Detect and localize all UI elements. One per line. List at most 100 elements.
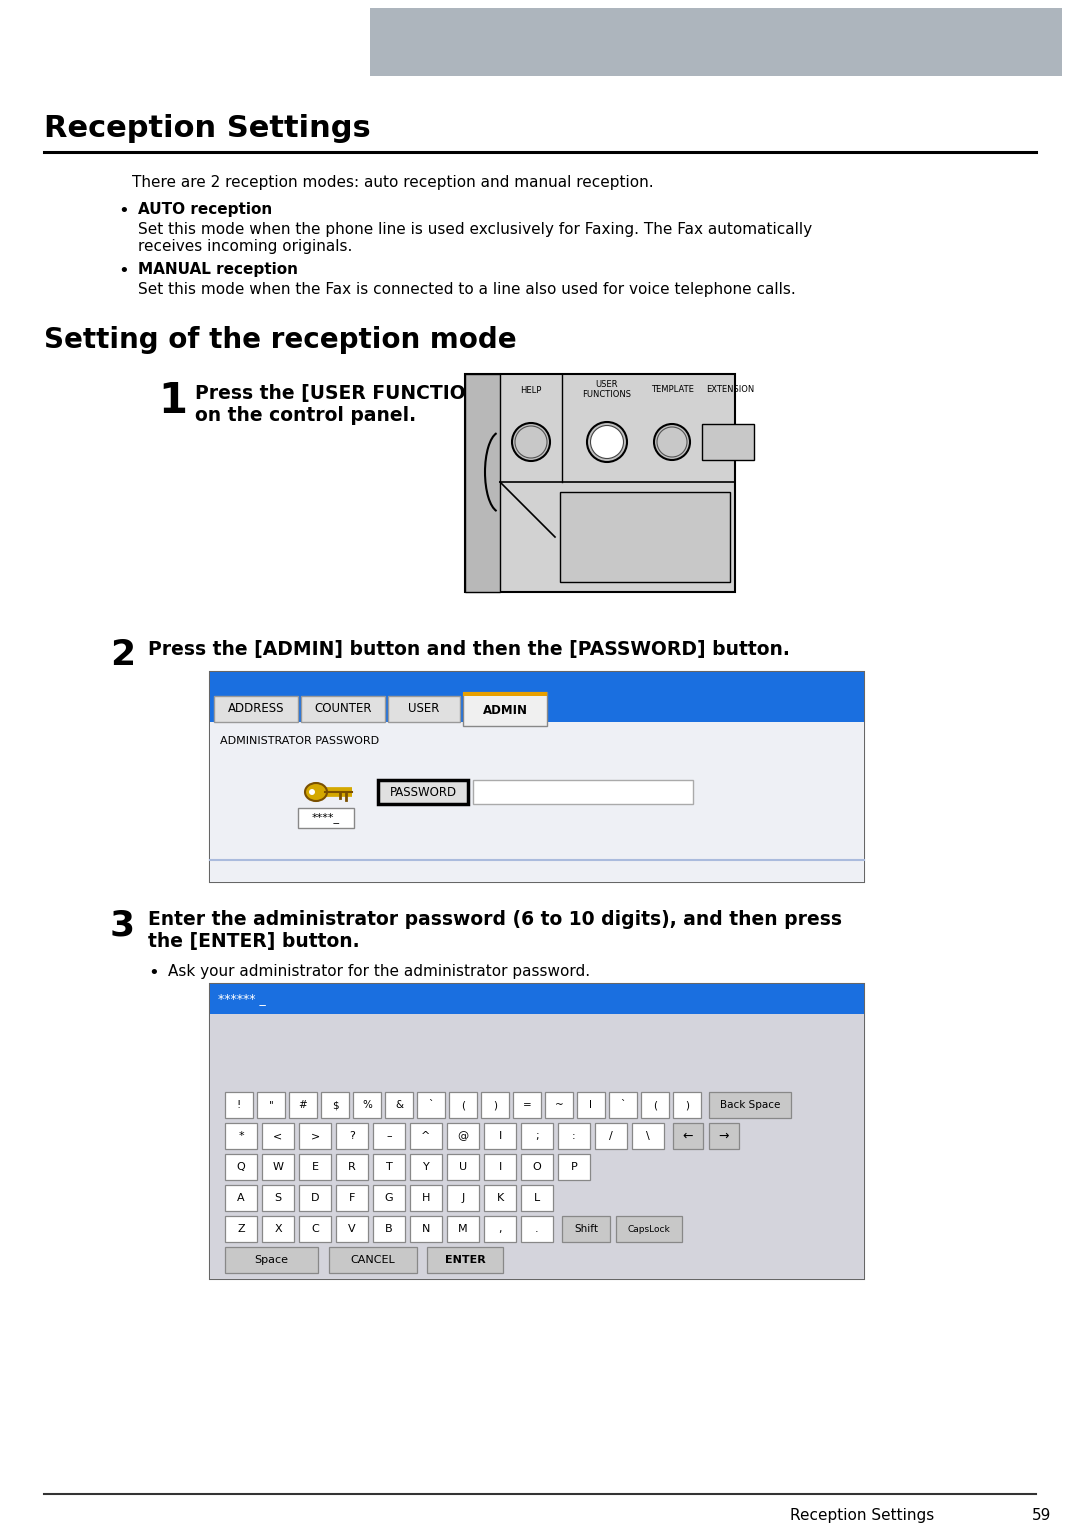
- Text: \: \: [646, 1131, 650, 1141]
- Text: ": ": [269, 1100, 273, 1109]
- Text: A: A: [238, 1193, 245, 1202]
- Text: 1: 1: [158, 380, 187, 423]
- Bar: [417, 1093, 445, 1119]
- Text: B: B: [386, 1224, 393, 1235]
- Text: Y: Y: [422, 1161, 430, 1172]
- Ellipse shape: [591, 426, 623, 458]
- Bar: [225, 1247, 318, 1273]
- Text: ,: ,: [498, 1224, 502, 1235]
- Bar: [465, 374, 500, 592]
- Text: ENTER: ENTER: [445, 1254, 485, 1265]
- Text: .: .: [536, 1224, 539, 1235]
- Text: K: K: [497, 1193, 503, 1202]
- Text: >: >: [310, 1131, 320, 1141]
- Ellipse shape: [515, 426, 546, 458]
- Text: →: →: [719, 1129, 729, 1143]
- Bar: [609, 1093, 637, 1119]
- Text: Q: Q: [237, 1161, 245, 1172]
- Text: U: U: [459, 1161, 467, 1172]
- Text: EXTENSION: EXTENSION: [706, 385, 754, 394]
- Bar: [210, 671, 864, 722]
- Bar: [373, 1123, 405, 1149]
- Bar: [708, 1123, 739, 1149]
- Bar: [210, 984, 864, 1279]
- Text: Press the [USER FUNCTIONS] button
on the control panel.: Press the [USER FUNCTIONS] button on the…: [195, 385, 581, 426]
- Bar: [214, 696, 298, 722]
- Bar: [225, 1216, 257, 1242]
- Bar: [321, 1093, 349, 1119]
- Text: W: W: [272, 1161, 283, 1172]
- Bar: [673, 1093, 701, 1119]
- Text: Set this mode when the phone line is used exclusively for Faxing. The Fax automa: Set this mode when the phone line is use…: [138, 221, 812, 255]
- Bar: [558, 1154, 590, 1180]
- Text: I: I: [498, 1161, 501, 1172]
- Bar: [225, 1154, 257, 1180]
- Ellipse shape: [512, 423, 550, 461]
- Bar: [545, 1093, 573, 1119]
- Bar: [463, 691, 546, 726]
- Text: AUTO reception: AUTO reception: [138, 201, 272, 217]
- Bar: [484, 1154, 516, 1180]
- Bar: [298, 807, 354, 829]
- Text: ADMINISTRATOR PASSWORD: ADMINISTRATOR PASSWORD: [220, 736, 379, 746]
- Bar: [336, 1216, 368, 1242]
- Text: ^: ^: [421, 1131, 431, 1141]
- Bar: [336, 1154, 368, 1180]
- Text: Back Space: Back Space: [719, 1100, 780, 1109]
- Bar: [210, 1013, 864, 1279]
- Text: I: I: [498, 1131, 501, 1141]
- Bar: [447, 1216, 480, 1242]
- Bar: [447, 1123, 480, 1149]
- Text: ADDRESS: ADDRESS: [228, 702, 284, 716]
- Text: =: =: [523, 1100, 531, 1109]
- Bar: [595, 1123, 627, 1149]
- Text: X: X: [274, 1224, 282, 1235]
- Text: C: C: [311, 1224, 319, 1235]
- Bar: [210, 722, 864, 882]
- Bar: [481, 1093, 509, 1119]
- Text: `: `: [620, 1100, 625, 1109]
- Text: J: J: [461, 1193, 464, 1202]
- Text: *: *: [239, 1131, 244, 1141]
- Text: –: –: [387, 1131, 392, 1141]
- Text: USER: USER: [596, 380, 618, 389]
- Bar: [210, 671, 864, 882]
- Bar: [521, 1216, 553, 1242]
- Text: `: `: [429, 1100, 434, 1109]
- Text: @: @: [458, 1131, 469, 1141]
- Bar: [558, 1123, 590, 1149]
- Text: There are 2 reception modes: auto reception and manual reception.: There are 2 reception modes: auto recept…: [132, 175, 653, 191]
- Text: COUNTER: COUNTER: [314, 702, 372, 716]
- Bar: [262, 1123, 294, 1149]
- Bar: [373, 1186, 405, 1212]
- Bar: [632, 1123, 664, 1149]
- Ellipse shape: [309, 789, 315, 795]
- Text: Reception Settings: Reception Settings: [44, 114, 370, 143]
- Text: $: $: [332, 1100, 338, 1109]
- Text: FUNCTIONS: FUNCTIONS: [582, 391, 632, 398]
- Bar: [370, 8, 1062, 76]
- Text: :: :: [572, 1131, 576, 1141]
- Text: CapsLock: CapsLock: [627, 1224, 671, 1233]
- Bar: [262, 1186, 294, 1212]
- Bar: [463, 691, 546, 696]
- Bar: [484, 1216, 516, 1242]
- Text: HELP: HELP: [521, 386, 542, 395]
- Text: Shift: Shift: [573, 1224, 598, 1235]
- Text: (: (: [461, 1100, 465, 1109]
- Bar: [225, 1093, 253, 1119]
- Text: Set this mode when the Fax is connected to a line also used for voice telephone : Set this mode when the Fax is connected …: [138, 282, 796, 298]
- Bar: [702, 424, 754, 459]
- Bar: [299, 1154, 330, 1180]
- Text: MANUAL reception: MANUAL reception: [138, 262, 298, 278]
- Text: R: R: [348, 1161, 356, 1172]
- Text: ~: ~: [555, 1100, 564, 1109]
- Text: Reception Settings: Reception Settings: [789, 1508, 934, 1523]
- Text: O: O: [532, 1161, 541, 1172]
- Bar: [427, 1247, 503, 1273]
- Text: •: •: [148, 964, 159, 983]
- Text: &: &: [395, 1100, 403, 1109]
- Bar: [373, 1154, 405, 1180]
- Bar: [336, 1123, 368, 1149]
- Text: TEMPLATE: TEMPLATE: [650, 385, 693, 394]
